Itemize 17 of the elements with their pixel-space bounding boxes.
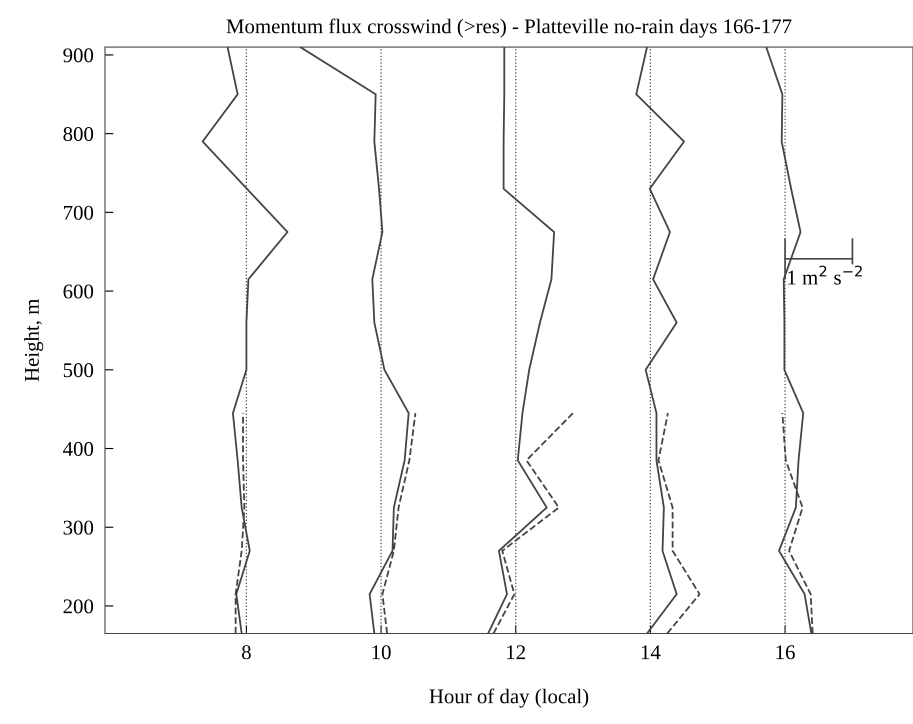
y-tick-label: 800 (63, 127, 94, 142)
y-tick-label: 700 (64, 206, 94, 220)
y-tick-label: 400 (63, 442, 94, 456)
chart-title: Momentum flux crosswind (>res) - Platteville no-rain days 166-177 (226, 18, 792, 38)
y-tick-label: 600 (64, 284, 94, 299)
x-axis-title: Hour of day (local) (429, 688, 588, 708)
y-tick-label: 500 (64, 363, 94, 378)
x-tick-label: 12 (507, 645, 525, 660)
x-tick-label: 14 (642, 645, 660, 660)
y-tick-label: 200 (64, 599, 94, 614)
x-tick-label: 16 (776, 645, 795, 660)
y-tick-label: 300 (64, 520, 94, 535)
x-tick-label: 10 (372, 645, 391, 660)
x-tick-label: 8 (242, 645, 251, 660)
annotation: 1 m$^{2}$ s$^{−2}$ (788, 266, 862, 285)
y-axis-title: Height, m (24, 298, 44, 382)
y-tick-label: 900 (63, 48, 94, 62)
